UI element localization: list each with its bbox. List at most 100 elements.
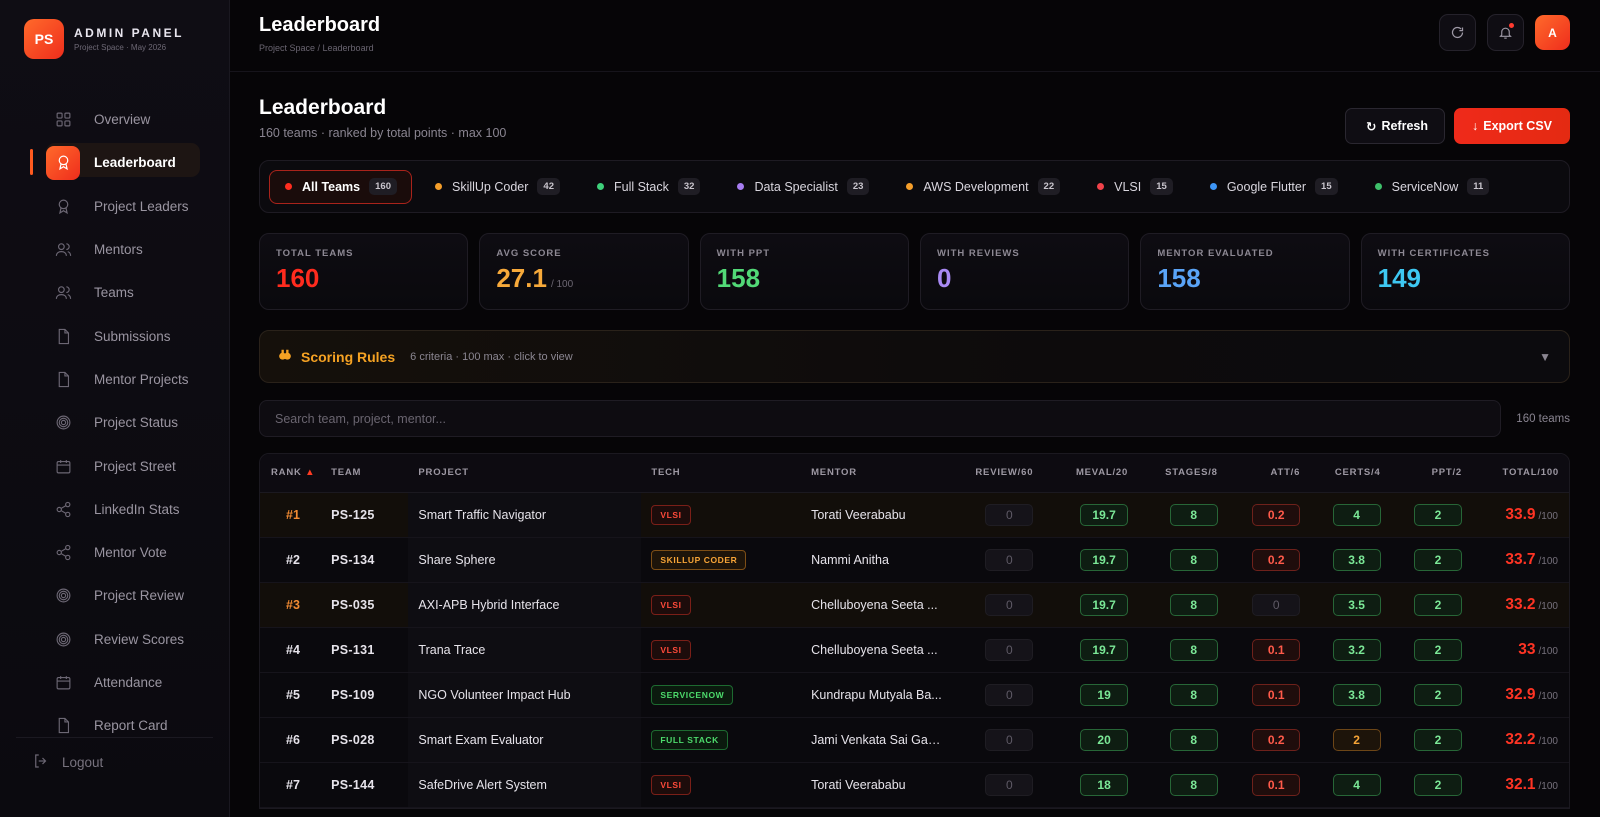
logout-label: Logout [62,755,104,770]
sidebar-item-report-card[interactable]: Report Card [0,704,229,747]
sidebar-nav: Overview Leaderboard Project Leaders Mentor… [0,78,229,747]
rank-cell: #5 [260,672,332,718]
sidebar-divider [16,737,213,738]
share-icon [54,544,72,562]
sidebar-item-label: Teams [94,285,134,301]
color-dot [737,183,745,190]
filter-count: 160 [369,178,397,195]
stat-title: TOTAL TEAMS [276,248,354,259]
table-row[interactable]: #1 PS-125 Smart Traffic Navigator VLSI Torat… [260,492,1569,538]
sidebar-item-label: Mentor Projects [94,371,189,387]
brand-subtitle: Project Space · May 2026 [74,43,167,52]
sidebar-item-teams[interactable]: Teams [0,271,229,314]
filter-count: 23 [846,178,870,195]
calendar-icon [54,457,72,475]
sidebar-item-label: Mentors [94,242,143,258]
meval-score: 19.7 [1080,503,1129,526]
col-stages[interactable]: STAGES/8 [1138,454,1228,493]
sidebar-item-mentors[interactable]: Mentors [0,228,229,271]
sidebar-item-project-street[interactable]: Project Street [0,444,229,487]
sidebar-item-project-review[interactable]: Project Review [0,574,229,617]
users-icon [54,284,72,302]
sidebar-item-project-status[interactable]: Project Status [0,401,229,444]
reload-button[interactable] [1439,14,1476,51]
col-tech[interactable]: TECH [641,454,802,493]
sidebar-item-attendance[interactable]: Attendance [0,661,229,704]
stat-suffix: / 100 [550,279,574,290]
col-team[interactable]: TEAM [331,454,409,493]
team-cell: PS-131 [331,627,409,673]
sidebar-item-overview[interactable]: Overview [0,98,229,141]
refresh-label: Refresh [1381,119,1428,133]
stat-card-with-reviews: WITH REVIEWS 0 [919,233,1130,310]
sidebar-item-review-scores[interactable]: Review Scores [0,618,229,661]
rank-cell: #7 [260,762,332,808]
sidebar-item-label: Project Leaders [94,198,189,214]
col-rank[interactable]: RANK ▲ [260,454,332,493]
sidebar-item-linkedin-stats[interactable]: LinkedIn Stats [0,488,229,531]
rules-icon [278,348,292,365]
stages-score: 8 [1169,728,1218,751]
scoring-rules-panel[interactable]: Scoring Rules 6 criteria · 100 max · cli… [259,330,1570,383]
stages-score: 8 [1169,683,1218,706]
filter-chip-data-specialist[interactable]: Data Specialist 23 [722,170,883,204]
stat-card-total-teams: TOTAL TEAMS 160 [259,233,469,310]
certs-score: 3.8 [1332,683,1381,706]
sidebar-item-mentor-projects[interactable]: Mentor Projects [0,358,229,401]
sidebar-item-leaderboard[interactable]: Leaderboard [0,141,229,184]
stat-value: 149 [1377,263,1422,293]
rules-title: Scoring Rules [301,348,396,365]
color-dot [1209,183,1217,190]
share-icon [54,500,72,518]
table-row[interactable]: #2 PS-134 Share Sphere SKILLUP CODER Nammi A… [260,537,1569,583]
col-ppt[interactable]: PPT/2 [1390,454,1473,493]
grid-icon [54,111,72,129]
col-mentor[interactable]: MENTOR [801,454,952,493]
sidebar-item-mentor-vote[interactable]: Mentor Vote [0,531,229,574]
filter-chip-skillup-coder[interactable]: SkillUp Coder 42 [420,170,574,204]
export-csv-button[interactable]: ↓ Export CSV [1453,108,1570,144]
col-project[interactable]: PROJECT [408,454,642,493]
stat-title: WITH PPT [716,248,771,259]
color-dot [596,183,604,190]
avatar[interactable]: A [1535,15,1570,50]
breadcrumb: Project Space / Leaderboard [259,43,374,53]
att-score: 0.1 [1252,638,1301,661]
filter-count: 15 [1150,178,1173,195]
filter-chip-full-stack[interactable]: Full Stack 32 [582,170,714,204]
col-review[interactable]: REVIEW/60 [951,454,1044,493]
stages-score: 8 [1169,638,1218,661]
col-certs[interactable]: CERTS/4 [1310,454,1391,493]
refresh-button[interactable]: ↻ Refresh [1344,108,1445,144]
search-input[interactable] [259,400,1501,437]
col-total[interactable]: TOTAL/100 [1472,454,1569,493]
table-row[interactable]: #6 PS-028 Smart Exam Evaluator FULL STACK Ja… [260,717,1569,763]
target-icon [54,587,72,605]
col-att[interactable]: ATT/6 [1227,454,1311,493]
filter-chip-vlsi[interactable]: VLSI 15 [1082,170,1187,204]
total-score: 32.9 [1505,685,1536,703]
notifications-button[interactable] [1487,14,1524,51]
certs-score: 4 [1332,503,1381,526]
mentor-cell: Torati Veerababu [801,492,952,538]
filter-chip-servicenow[interactable]: ServiceNow 11 [1360,170,1504,204]
sidebar-item-submissions[interactable]: Submissions [0,314,229,357]
table-row[interactable]: #7 PS-144 SafeDrive Alert System VLSI Torati… [260,762,1569,808]
sidebar-item-label: Leaderboard [94,155,176,171]
sidebar-item-project-leaders[interactable]: Project Leaders [0,185,229,228]
sort-asc-icon: ▲ [305,467,316,479]
filter-label: Full Stack [613,179,669,194]
table-row[interactable]: #3 PS-035 AXI-APB Hybrid Interface VLSI Chel… [260,582,1569,628]
filter-chip-google-flutter[interactable]: Google Flutter 15 [1195,170,1352,204]
table-row[interactable]: #5 PS-109 NGO Volunteer Impact Hub SERVICEN… [260,672,1569,718]
col-meval[interactable]: MEVAL/20 [1043,454,1139,493]
topbar: Leaderboard Project Space / Leaderboard … [230,0,1600,72]
logout-button[interactable]: Logout [32,752,103,773]
table-row[interactable]: #4 PS-131 Trana Trace VLSI Chelluboyena Seet… [260,627,1569,673]
review-score: 0 [985,638,1034,661]
stat-card-mentor-evaluated: MENTOR EVALUATED 158 [1140,233,1350,310]
team-cell: PS-028 [331,717,409,763]
filter-chip-all-teams[interactable]: All Teams 160 [269,169,412,204]
filter-chip-aws-development[interactable]: AWS Development 22 [891,170,1074,204]
review-score: 0 [985,593,1034,616]
